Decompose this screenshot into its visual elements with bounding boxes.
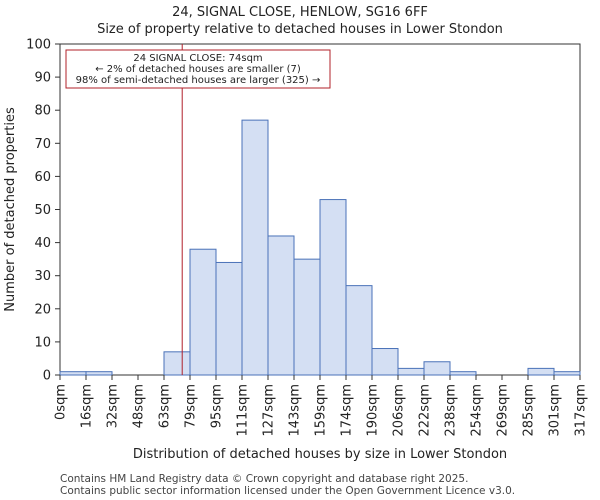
x-tick-label: 254sqm bbox=[470, 384, 485, 437]
x-tick-label: 63sqm bbox=[158, 384, 173, 428]
x-tick-label: 48sqm bbox=[132, 384, 147, 428]
bar-79sqm bbox=[189, 248, 217, 376]
x-tick-label: 95sqm bbox=[210, 384, 225, 428]
y-tick-label: 70 bbox=[34, 137, 51, 152]
x-tick-label: 79sqm bbox=[184, 384, 199, 428]
x-tick-label: 222sqm bbox=[418, 384, 433, 437]
x-tick-label: 0sqm bbox=[54, 384, 69, 420]
bar-16sqm bbox=[85, 371, 113, 376]
x-tick-label: 190sqm bbox=[366, 384, 381, 437]
x-axis-title: Distribution of detached houses by size … bbox=[133, 447, 507, 462]
annotation-box bbox=[65, 49, 331, 89]
chart-title-line1: 24, SIGNAL CLOSE, HENLOW, SG16 6FF bbox=[172, 5, 428, 20]
bar-111sqm bbox=[241, 119, 269, 376]
y-tick-label: 90 bbox=[34, 71, 51, 86]
bar-127sqm bbox=[267, 235, 295, 376]
x-tick-label: 301sqm bbox=[548, 384, 563, 437]
y-tick-label: 100 bbox=[26, 38, 51, 53]
bar-190sqm bbox=[371, 348, 399, 376]
x-tick-label: 127sqm bbox=[262, 384, 277, 437]
x-tick-label: 174sqm bbox=[340, 384, 355, 437]
bar-159sqm bbox=[319, 199, 347, 376]
bar-63sqm bbox=[163, 351, 191, 376]
y-tick-label: 40 bbox=[34, 236, 51, 251]
footer-licence: Contains public sector information licen… bbox=[60, 485, 516, 497]
annotation-line-1: 24 SIGNAL CLOSE: 74sqm bbox=[133, 53, 262, 64]
y-tick-label: 0 bbox=[43, 369, 51, 384]
x-tick-label: 238sqm bbox=[444, 384, 459, 437]
x-tick-label: 16sqm bbox=[80, 384, 95, 428]
x-tick-label: 206sqm bbox=[392, 384, 407, 437]
bar-0sqm bbox=[59, 371, 87, 376]
footer-copyright: Contains HM Land Registry data © Crown c… bbox=[60, 473, 469, 485]
chart-title-line2: Size of property relative to detached ho… bbox=[97, 22, 503, 37]
bar-238sqm bbox=[449, 371, 477, 376]
bar-143sqm bbox=[293, 258, 321, 376]
annotation-line-3: 98% of semi-detached houses are larger (… bbox=[76, 75, 321, 86]
bar-222sqm bbox=[423, 361, 451, 376]
x-tick-label: 285sqm bbox=[522, 384, 537, 437]
y-tick-label: 20 bbox=[34, 302, 51, 317]
x-tick-label: 269sqm bbox=[496, 384, 511, 437]
bar-301sqm bbox=[553, 371, 581, 376]
x-tick-label: 317sqm bbox=[574, 384, 589, 437]
x-tick-label: 111sqm bbox=[236, 384, 251, 437]
y-axis-title: Number of detached properties bbox=[3, 107, 18, 312]
bar-206sqm bbox=[397, 367, 425, 376]
x-tick-label: 32sqm bbox=[106, 384, 121, 428]
y-tick-label: 60 bbox=[34, 170, 51, 185]
bar-174sqm bbox=[345, 285, 373, 376]
y-tick-label: 30 bbox=[34, 269, 51, 284]
bar-95sqm bbox=[215, 261, 243, 376]
bar-285sqm bbox=[527, 367, 555, 376]
y-tick-label: 80 bbox=[34, 104, 51, 119]
x-tick-label: 143sqm bbox=[288, 384, 303, 437]
y-tick-label: 50 bbox=[34, 203, 51, 218]
annotation-line-2: ← 2% of detached houses are smaller (7) bbox=[95, 64, 301, 75]
y-tick-label: 10 bbox=[34, 335, 51, 350]
x-tick-label: 159sqm bbox=[314, 384, 329, 437]
